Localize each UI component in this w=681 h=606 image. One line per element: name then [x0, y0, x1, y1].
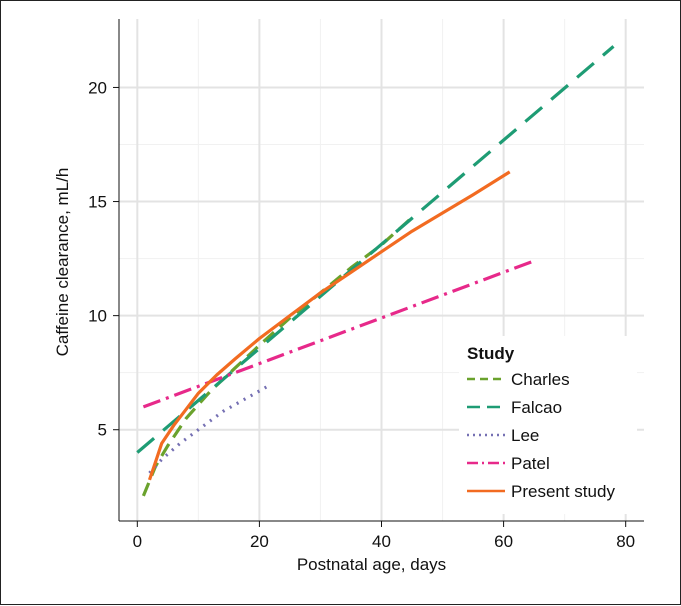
legend-label-lee: Lee — [511, 426, 539, 445]
legend-label-present-study: Present study — [511, 482, 615, 501]
legend-label-patel: Patel — [511, 454, 550, 473]
legend-background — [459, 336, 637, 514]
y-axis-title: Caffeine clearance, mL/h — [53, 168, 72, 357]
x-tick-label: 0 — [133, 532, 142, 551]
legend-label-falcao: Falcao — [511, 398, 562, 417]
legend-title: Study — [467, 344, 515, 363]
y-tick-label: 15 — [88, 193, 107, 212]
legend: Study Charles Falcao Lee Patel Present study — [459, 336, 637, 514]
x-tick-label: 80 — [616, 532, 635, 551]
series-line-falcao — [136, 45, 615, 454]
legend-label-charles: Charles — [511, 370, 570, 389]
x-tick-label: 60 — [494, 532, 513, 551]
x-tick-label: 20 — [250, 532, 269, 551]
series-group — [136, 45, 615, 497]
axes: 0 20 40 60 80 5 10 15 20 Postnatal age, days Caffe… — [53, 19, 644, 574]
series-line-lee — [148, 382, 273, 475]
series-line-present-study — [147, 170, 511, 481]
y-tick-label: 10 — [88, 307, 107, 326]
y-tick-label: 20 — [88, 78, 107, 97]
x-axis-title: Postnatal age, days — [297, 555, 446, 574]
x-tick-label: 40 — [372, 532, 391, 551]
y-tick-label: 5 — [98, 421, 107, 440]
